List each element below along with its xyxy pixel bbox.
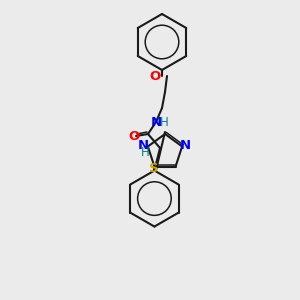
Text: O: O — [149, 70, 161, 83]
Text: S: S — [149, 161, 159, 175]
Text: N: N — [137, 139, 148, 152]
Text: H: H — [160, 116, 168, 128]
Text: N: N — [180, 139, 191, 152]
Text: H: H — [140, 146, 149, 159]
Text: O: O — [128, 130, 140, 142]
Text: N: N — [150, 116, 162, 128]
